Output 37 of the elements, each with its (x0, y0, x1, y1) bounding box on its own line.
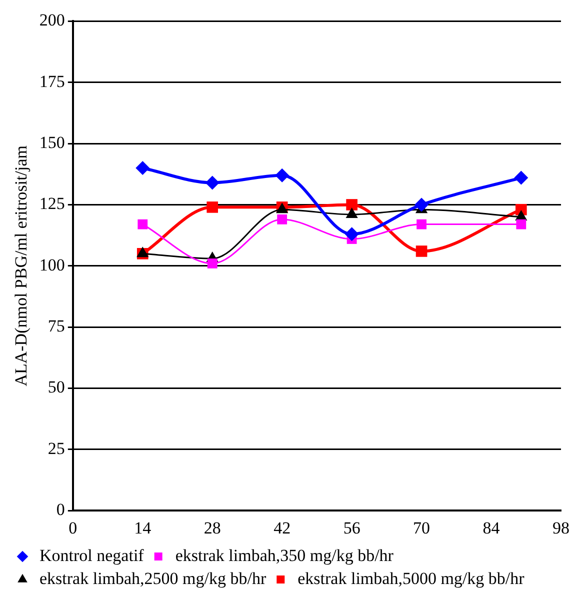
y-tick-label: 75 (48, 316, 65, 336)
point (277, 214, 288, 224)
point (516, 219, 526, 230)
x-tick-label: 28 (204, 518, 221, 538)
point (136, 161, 150, 176)
legend-label: ekstrak limbah,5000 mg/kg bb/hr (298, 568, 525, 588)
x-tick-label: 14 (134, 518, 152, 538)
y-tick-label: 125 (39, 194, 65, 214)
y-tick-label: 100 (39, 255, 65, 274)
point (346, 199, 358, 210)
y-tick-label: 25 (48, 438, 65, 458)
point (414, 198, 429, 212)
y-tick-label: 150 (39, 133, 65, 152)
point (344, 227, 359, 242)
y-axis-title: ALA-D(nmol PBG/ml eritrosit/jam (12, 145, 31, 386)
y-tick-label: 200 (39, 10, 65, 30)
y-tick-label: 175 (39, 72, 65, 91)
x-tick-label: 98 (552, 518, 570, 538)
point (346, 208, 358, 218)
x-tick-label: 42 (274, 518, 291, 538)
point (205, 176, 220, 190)
x-tick-label: 84 (482, 518, 500, 538)
x-tick-label: 0 (68, 518, 78, 538)
legend-label: Kontrol negatif (40, 546, 144, 565)
point (514, 170, 528, 185)
legend-label: ekstrak limbah,350 mg/kg bb/hr (175, 546, 394, 565)
y-tick-label: 50 (48, 378, 65, 397)
x-tick-label: 56 (343, 518, 360, 538)
point (207, 258, 218, 268)
point (416, 219, 426, 230)
legend-label: ekstrak limbah,2500 mg/kg bb/hr (40, 568, 266, 588)
point (206, 202, 218, 213)
x-tick-label: 70 (413, 518, 430, 538)
point (416, 246, 428, 257)
point (275, 168, 290, 182)
y-tick-label: 0 (56, 500, 65, 520)
point (138, 219, 148, 230)
